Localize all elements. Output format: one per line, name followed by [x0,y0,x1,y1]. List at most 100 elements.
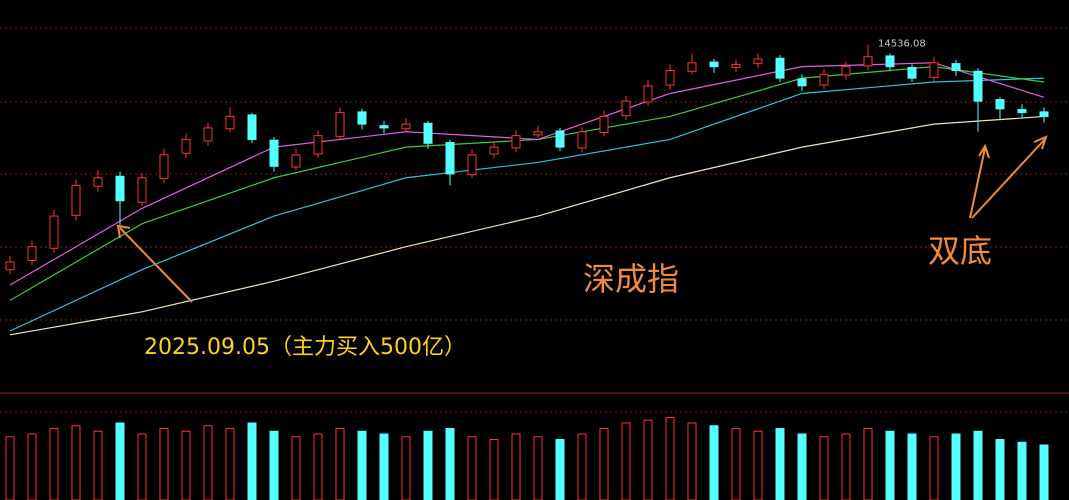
volume-bar [775,428,785,500]
arrow [969,147,986,219]
volume-bar [489,439,499,500]
arrows [116,135,1048,303]
volume-bar [577,433,587,500]
arrow-head [978,143,990,159]
candle-body [621,100,631,117]
volume-bar [951,433,961,500]
candle-body [555,130,565,148]
volume-bar [445,428,455,500]
candle-body [929,62,939,78]
moving-average [9,77,1045,332]
candle-body [841,66,851,76]
candle-body [401,123,411,130]
volume-bar [27,433,37,500]
volume-bar [203,425,213,500]
candle-body [1039,111,1049,117]
candle-body [203,127,213,142]
annotation: 2025.09.05（主力买入500亿） [144,335,466,360]
plot-area: 14536.08 [5,39,1049,500]
volume-bar [621,422,631,500]
volume-bar [599,428,609,500]
candle-body [709,61,719,68]
candle-body [511,135,521,149]
volume-bar [643,419,653,500]
volume-bar [841,433,851,500]
volume-bar [291,436,301,500]
candle-body [467,154,477,176]
candle-body [93,177,103,187]
candle-body [599,115,609,134]
candle-body [159,154,169,180]
arrow-head [116,224,131,239]
volume-bar [423,430,433,500]
volume-bar [335,428,345,500]
volume-bar [973,430,983,500]
volume-bar [709,425,719,500]
candle-body [819,73,829,86]
candle-body [489,146,499,155]
volume-bar [247,422,257,500]
candle-body [797,78,807,87]
volume-bar [467,436,477,500]
max-label: 14536.08 [878,39,926,50]
candle-body [775,57,785,79]
annotation: 双底 [928,232,992,270]
volume-bar [863,428,873,500]
candle-body [379,125,389,129]
candle-body [27,246,37,262]
volume-bar [313,433,323,500]
volume-bar [115,422,125,500]
volume-bar [665,417,675,500]
candle-body [1017,109,1027,114]
candle-body [181,138,191,154]
candle-body [907,66,917,79]
candle-body [995,99,1005,110]
candle-body [577,131,587,149]
volume-bar [533,436,543,500]
volume-bar [753,430,763,500]
candle-body [357,111,367,125]
candle-body [269,139,279,167]
candle-body [115,175,125,202]
candle-body [291,154,301,168]
candle-body [247,114,257,140]
candle-body [863,56,873,67]
volume-bar [137,433,147,500]
candle-body [665,69,675,86]
grid [0,27,1069,413]
volume-bar [907,433,917,500]
candle-body [335,112,345,137]
volume-bar [555,439,565,500]
volume-bar [401,436,411,500]
volume-bar [49,428,59,500]
candle-body [225,115,235,130]
candle-body [973,70,983,102]
volume-bar [1039,444,1049,500]
candle-body [687,62,697,72]
volume-bar [819,436,829,500]
candle-body [885,55,895,68]
arrow [119,227,193,303]
volume-bar [995,439,1005,500]
volume-bar [511,433,521,500]
candle-body [753,58,763,65]
volume-bar [885,430,895,500]
volume-bar [357,430,367,500]
volume-bar [71,425,81,500]
candle-body [643,85,653,103]
volume-bar [225,428,235,500]
chart-title: 深成指 [583,260,679,298]
candle-body [313,135,323,155]
arrow-head [1033,135,1048,150]
volume-bar [687,422,697,500]
volume-bar [181,430,191,500]
volume-bar [929,436,939,500]
candle-body [533,131,543,136]
volume-bar [731,428,741,500]
volume-bar [379,433,389,500]
candle-body [71,184,81,216]
candle-body [137,177,147,203]
arrow [971,137,1047,219]
